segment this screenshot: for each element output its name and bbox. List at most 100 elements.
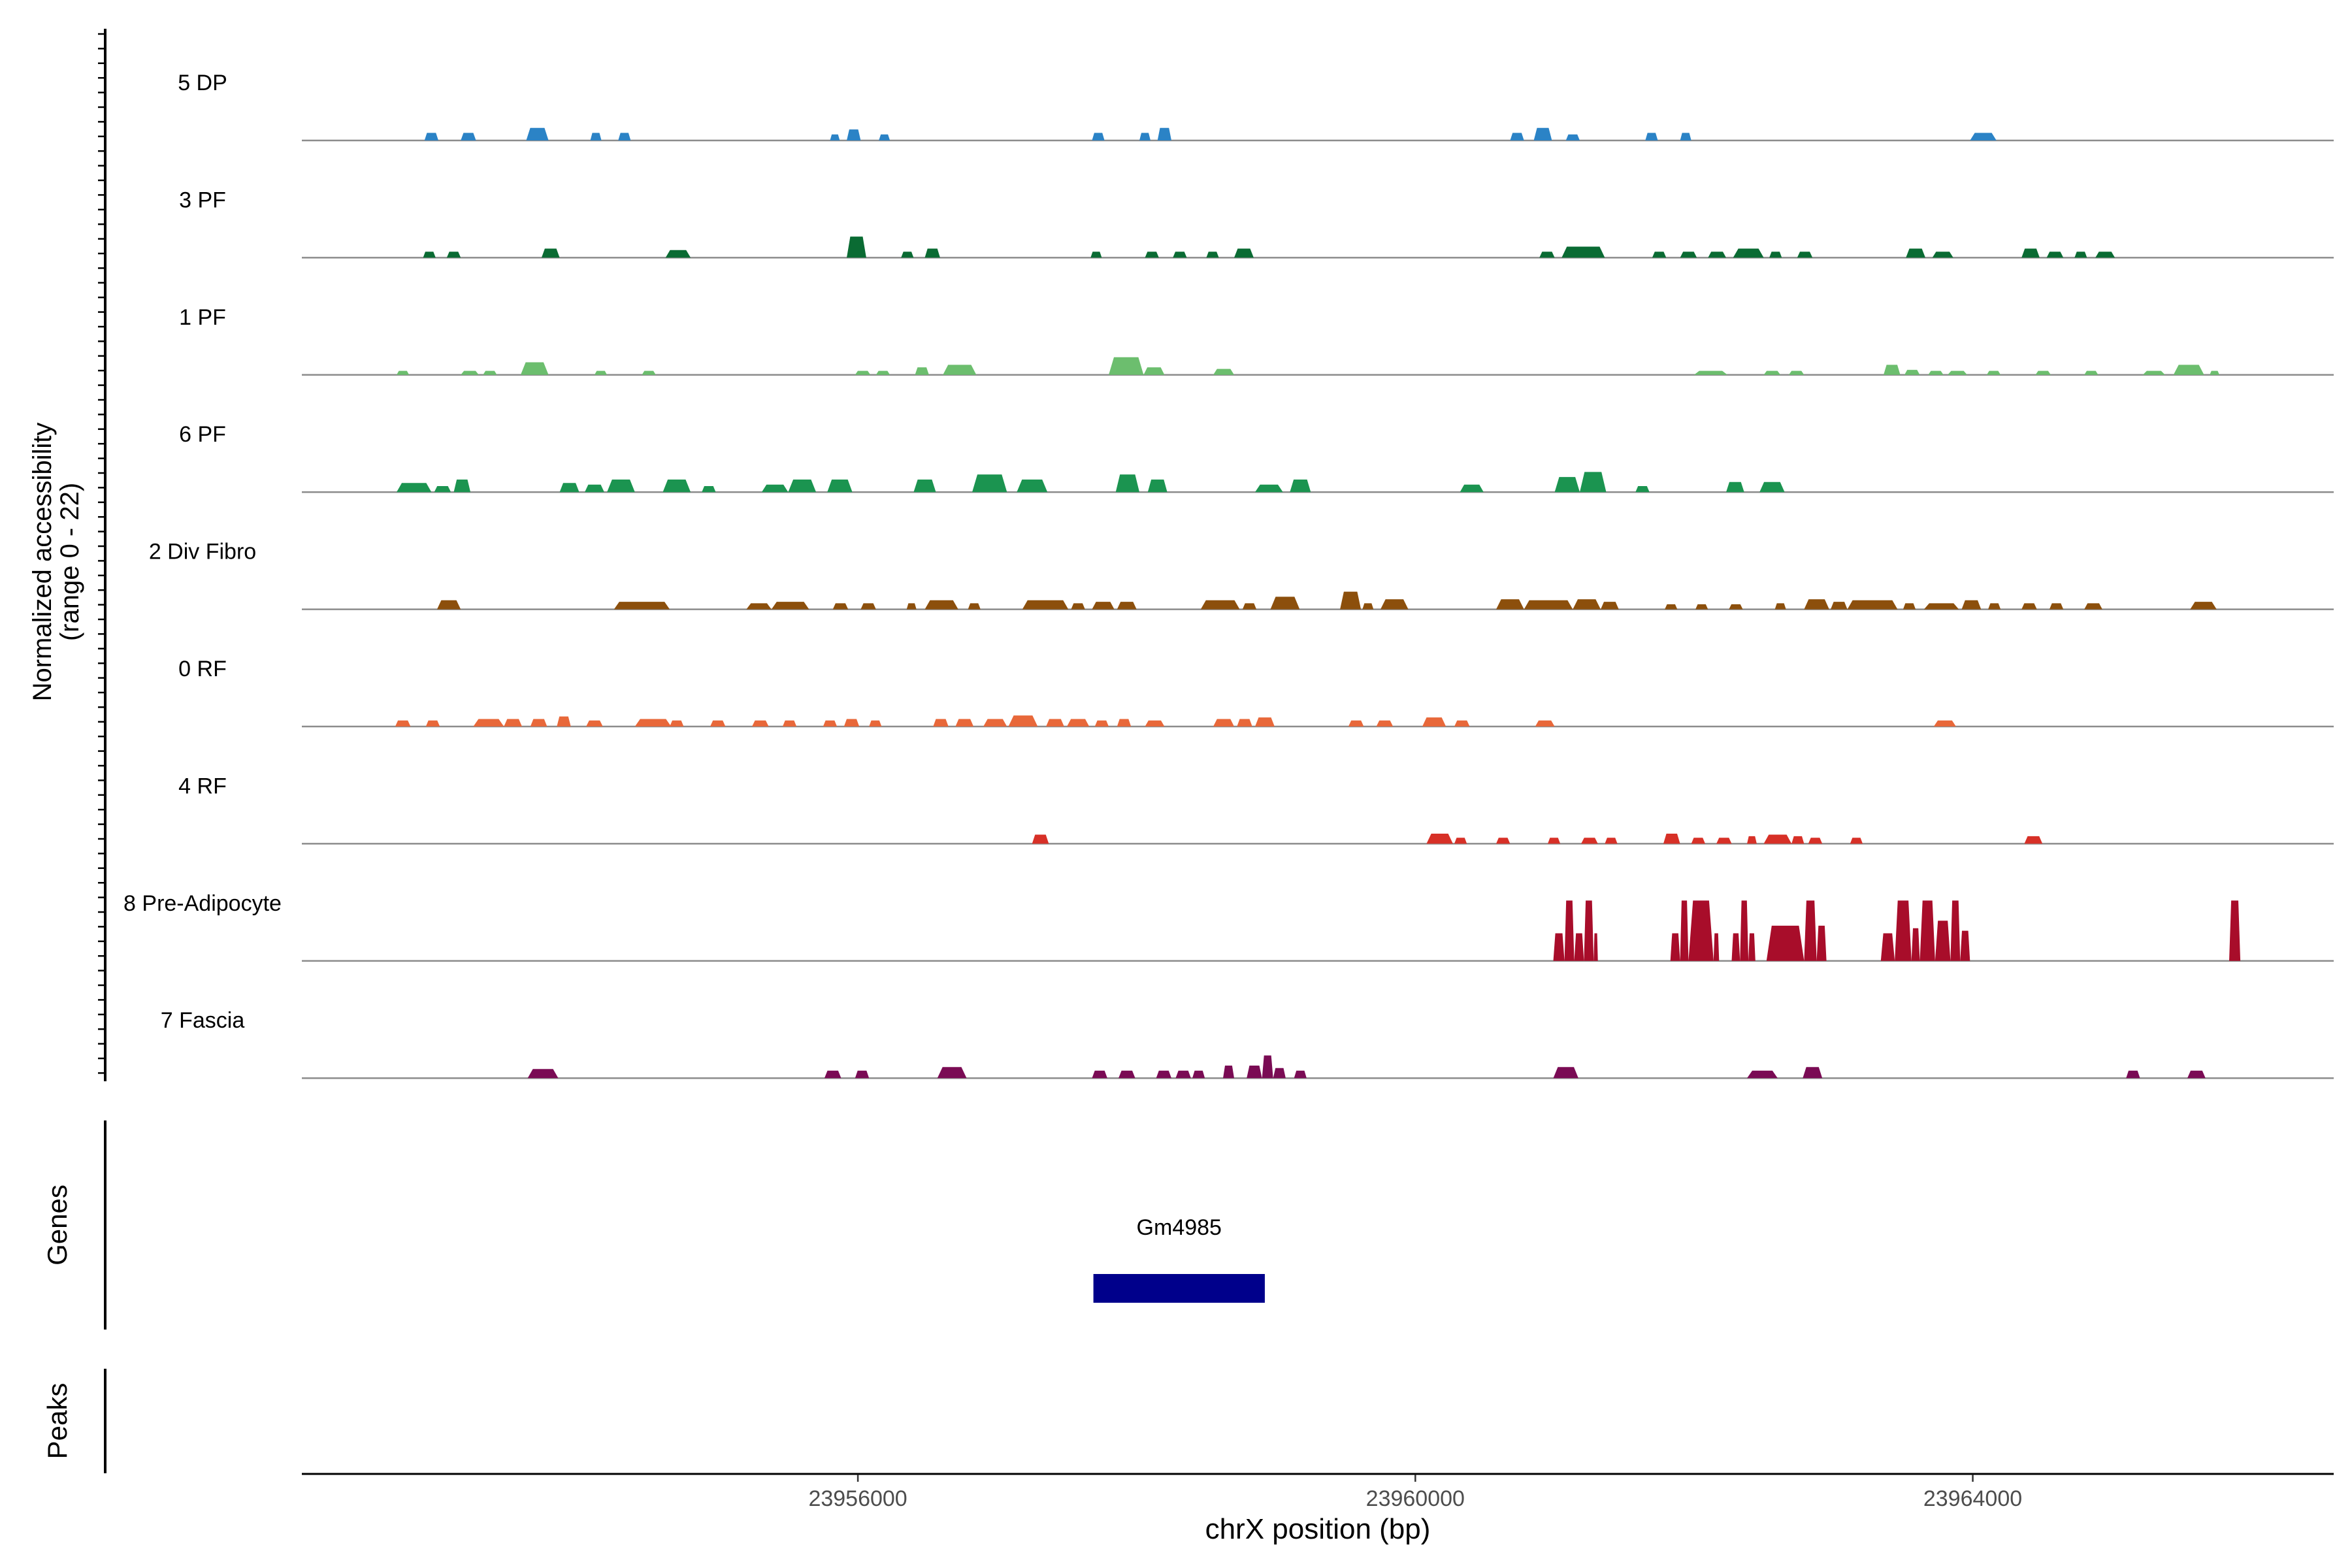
accessibility-peak [1747,1070,1778,1079]
accessibility-peak [2035,370,2051,375]
accessibility-peak [1766,925,1805,961]
accessibility-peak [1580,472,1607,493]
accessibility-peak [2210,370,2220,375]
y-axis-label-line1: Normalized accessibility [28,423,57,702]
accessibility-peak [1663,834,1680,844]
accessibility-peak [1573,599,1601,610]
accessibility-peak [1923,603,1959,610]
gene-body [1093,1274,1265,1303]
accessibility-peak [2046,252,2064,258]
accessibility-peak [436,600,461,610]
accessibility-peak [2126,1070,2140,1079]
accessibility-peak [968,603,981,610]
accessibility-peak [1090,252,1102,258]
accessibility-peak [1548,838,1561,844]
accessibility-peak [746,603,772,610]
accessibility-peak [1553,1067,1578,1079]
accessibility-peak [847,237,866,258]
accessibility-peak [702,486,716,493]
accessibility-peak [1740,900,1749,961]
accessibility-peak [1986,370,2001,375]
accessibility-peak [823,720,838,727]
accessibility-peak [423,252,436,258]
accessibility-peak [933,719,949,727]
accessibility-peak [1680,133,1691,140]
accessibility-peak [955,719,974,727]
accessibility-peak [642,370,656,375]
accessibility-peak [1223,1066,1234,1079]
accessibility-peak [2095,252,2115,258]
accessibility-peak [1880,933,1895,961]
accessibility-peak [613,602,670,610]
accessibility-peak [1635,486,1650,493]
x-tick-label: 23956000 [808,1486,907,1511]
accessibility-peak [824,1070,841,1079]
accessibility-peak [1733,248,1764,258]
accessibility-peak [395,720,411,727]
accessibility-peak [924,248,940,258]
accessibility-peak [1797,252,1813,258]
accessibility-peak [1510,133,1524,140]
track-label-7-fascia: 7 Fascia [161,1008,245,1033]
accessibility-peak [1454,720,1470,727]
accessibility-peak [1017,480,1048,493]
accessibility-peak [1237,719,1252,727]
accessibility-peak [1564,900,1575,961]
accessibility-peak [1533,127,1552,140]
accessibility-peak [1117,719,1132,727]
accessibility-peak [1008,715,1038,727]
accessibility-peak [1524,600,1573,610]
x-axis-ticks: 23956000 23960000 23964000 [808,1475,2022,1511]
accessibility-peak [943,365,977,375]
accessibility-peak [618,133,631,140]
accessibility-peak [1092,133,1105,140]
accessibility-peak [1763,370,1781,375]
accessibility-peak [2187,1070,2206,1079]
accessibility-peak [662,480,691,493]
accessibility-peak [473,719,504,727]
accessibility-peak [2229,900,2241,961]
accessibility-peak [830,134,840,140]
accessibility-peak [1192,1070,1205,1079]
track-labels: 5 DP 3 PF 1 PF 6 PF 2 Div Fibro 0 RF 4 RF 8 Pre… [123,71,282,1033]
accessibility-peak [1948,370,1967,375]
accessibility-peak [2084,603,2102,610]
accessibility-peak [1255,484,1283,493]
accessibility-peak [1206,252,1219,258]
accessibility-peak [446,252,461,258]
accessibility-peak [1554,477,1580,493]
accessibility-peak [1763,834,1792,844]
accessibility-peak [752,720,769,727]
accessibility-peak [827,480,853,493]
accessibility-peak [1932,252,1953,258]
track-label-5-dp: 5 DP [178,71,227,95]
accessibility-peak [1680,252,1697,258]
accessibility-peak [1748,933,1756,961]
accessibility-peak [461,133,476,140]
accessibility-peak [1348,720,1364,727]
accessibility-peak [2021,603,2037,610]
accessibility-peak [1234,248,1254,258]
accessibility-peak [607,480,635,493]
accessibility-peak [425,720,440,727]
accessibility-peak [1553,933,1565,961]
accessibility-peak [2074,252,2087,258]
accessibility-peak [1970,133,1997,140]
track-label-8-pre-adipocyte: 8 Pre-Adipocyte [123,891,282,916]
accessibility-peak [2024,836,2043,844]
accessibility-peak [453,480,471,493]
accessibility-peak [1919,900,1935,961]
accessibility-peak [1665,604,1678,610]
accessibility-peak [520,362,549,375]
accessibility-peak [1119,1070,1135,1079]
accessibility-peak [397,370,410,375]
accessibility-peak [1680,900,1689,961]
accessibility-peak [586,720,603,727]
peaks-label: Peaks [42,1383,73,1460]
accessibility-peak [1716,838,1732,844]
accessibility-peak [1928,370,1944,375]
accessibility-peak [1605,838,1618,844]
accessibility-peak [875,370,890,375]
accessibility-peak [1247,1066,1262,1079]
